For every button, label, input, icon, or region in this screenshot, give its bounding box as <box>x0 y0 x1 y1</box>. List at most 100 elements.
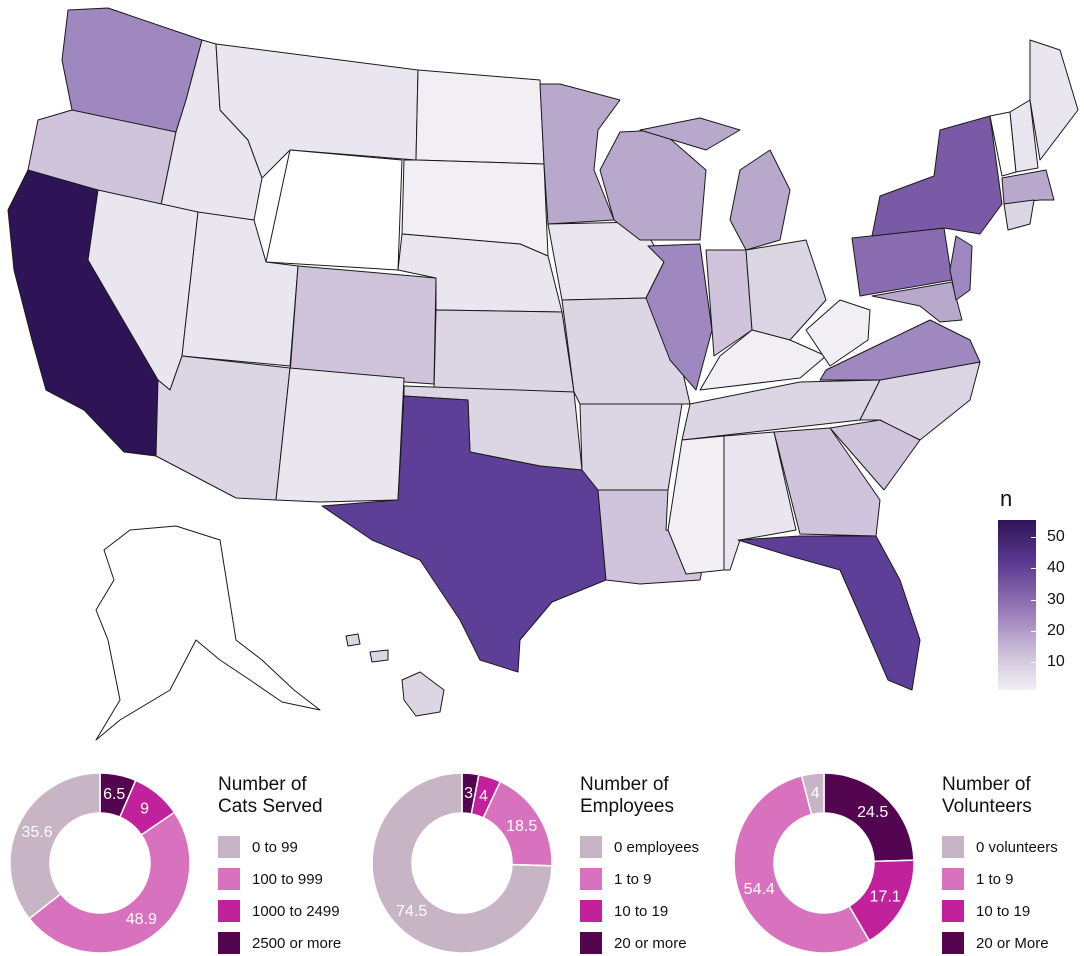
legend-tick-label: 20 <box>1047 622 1065 639</box>
donut-slice-label: 74.5 <box>396 903 427 920</box>
legend-label: 1 to 9 <box>976 870 1014 888</box>
donut-chart-employees: 3 4 18.5 74.5 Number of Employees 0 employe… <box>368 770 728 956</box>
legend-item: 20 or More <box>942 932 1049 954</box>
legend-label: 0 to 99 <box>252 838 298 856</box>
state-kansas <box>433 309 575 393</box>
donut-title: Number of Volunteers <box>942 774 1032 817</box>
state-illinois <box>645 243 713 391</box>
legend-item: 100 to 999 <box>218 868 323 890</box>
legend-item: 2500 or more <box>218 932 341 954</box>
legend-swatch <box>580 836 602 858</box>
legend-item: 0 to 99 <box>218 836 298 858</box>
legend-label: 1 to 9 <box>614 870 652 888</box>
donut-slice-label: 24.5 <box>857 804 888 821</box>
state-north-dakota <box>415 69 545 165</box>
state-ohio <box>745 239 827 341</box>
legend-item: 10 to 19 <box>580 900 668 922</box>
state-new-hampshire <box>1009 99 1039 173</box>
state-colorado <box>289 265 437 385</box>
state-kentucky <box>699 329 827 391</box>
legend-tick-label: 10 <box>1047 653 1065 670</box>
legend-label: 10 to 19 <box>976 902 1031 920</box>
state-new-york <box>871 115 1003 237</box>
legend-swatch <box>580 900 602 922</box>
state-maryland <box>871 281 963 323</box>
legend-swatch <box>942 868 964 890</box>
legend-swatch <box>942 836 964 858</box>
legend-label: 10 to 19 <box>614 902 669 920</box>
legend-tick-label: 30 <box>1047 591 1065 608</box>
state-wyoming <box>265 149 403 271</box>
donut-chart-volunteers: 24.5 17.1 54.4 4 Number of Volunteers 0 vol… <box>730 770 1084 956</box>
donut-slice-label: 6.5 <box>103 786 125 803</box>
donut-svg: 24.5 17.1 54.4 4 <box>733 772 915 954</box>
legend-tick-label: 40 <box>1047 559 1065 576</box>
donut-slice-label: 4 <box>811 785 820 802</box>
state-texas <box>321 395 607 673</box>
state-new-jersey <box>949 235 973 301</box>
donut-slice <box>9 772 101 920</box>
legend-swatch <box>218 900 240 922</box>
legend-tickmark <box>1031 600 1037 601</box>
donut-slice <box>733 774 871 954</box>
legend-swatch <box>218 932 240 954</box>
us-choropleth-map <box>7 7 1079 741</box>
donut-chart-cats-served: 6.5 9 48.9 35.6 Number of Cats Served 0 to … <box>6 770 366 956</box>
legend-label: 1000 to 2499 <box>252 902 340 920</box>
legend-item: 1000 to 2499 <box>218 900 340 922</box>
donut-slice-label: 48.9 <box>126 911 157 928</box>
donut-slice <box>371 772 553 954</box>
legend-item: 1 to 9 <box>580 868 652 890</box>
state-hawaii-islands <box>345 633 389 663</box>
legend-label: 100 to 999 <box>252 870 323 888</box>
state-georgia <box>773 427 881 537</box>
donut-title: Number of Employees <box>580 774 674 817</box>
state-connecticut <box>1003 199 1035 231</box>
state-alaska <box>95 525 321 741</box>
legend-label: 0 employees <box>614 838 700 856</box>
donut-slice-label: 17.1 <box>870 888 901 905</box>
donut-slice-label: 35.6 <box>21 824 52 841</box>
donut-svg: 3 4 18.5 74.5 <box>371 772 553 954</box>
state-mississippi <box>667 435 725 575</box>
legend-item: 1 to 9 <box>942 868 1014 890</box>
legend-item: 0 volunteers <box>942 836 1058 858</box>
state-arkansas <box>579 403 683 491</box>
legend-label: 20 or More <box>976 934 1049 952</box>
state-minnesota <box>539 83 621 225</box>
state-massachusetts <box>1001 169 1055 205</box>
legend-label: 2500 or more <box>252 934 342 952</box>
legend-item: 0 employees <box>580 836 699 858</box>
legend-tickmark <box>1031 568 1037 569</box>
legend-swatch <box>942 900 964 922</box>
legend-label: 0 volunteers <box>976 838 1058 856</box>
legend-swatch <box>580 932 602 954</box>
legend-item: 20 or more <box>580 932 687 954</box>
legend-label: 20 or more <box>614 934 687 952</box>
state-arizona <box>155 355 291 501</box>
donut-slice-label: 54.4 <box>744 881 775 898</box>
donut-slice-label: 3 <box>464 785 473 802</box>
map-legend-title: n <box>1000 486 1013 511</box>
legend-tickmark <box>1031 537 1037 538</box>
legend-swatch <box>218 836 240 858</box>
state-west-virginia <box>805 299 871 367</box>
legend-tick-label: 50 <box>1047 528 1065 545</box>
legend-tickmark <box>1031 631 1037 632</box>
donut-svg: 6.5 9 48.9 35.6 <box>9 772 191 954</box>
legend-swatch <box>218 868 240 890</box>
state-new-mexico <box>275 367 405 503</box>
donut-slice <box>28 811 191 954</box>
legend-item: 10 to 19 <box>942 900 1030 922</box>
state-hawaii <box>401 671 445 717</box>
legend-swatch <box>580 868 602 890</box>
state-maine <box>1029 39 1079 161</box>
donut-slice-label: 9 <box>140 801 149 818</box>
legend-tickmark <box>1031 662 1037 663</box>
donut-title: Number of Cats Served <box>218 774 323 817</box>
state-virginia <box>819 319 981 381</box>
legend-swatch <box>942 932 964 954</box>
state-florida <box>737 535 921 691</box>
map-colorbar <box>998 520 1036 690</box>
donut-slice-label: 18.5 <box>506 818 537 835</box>
